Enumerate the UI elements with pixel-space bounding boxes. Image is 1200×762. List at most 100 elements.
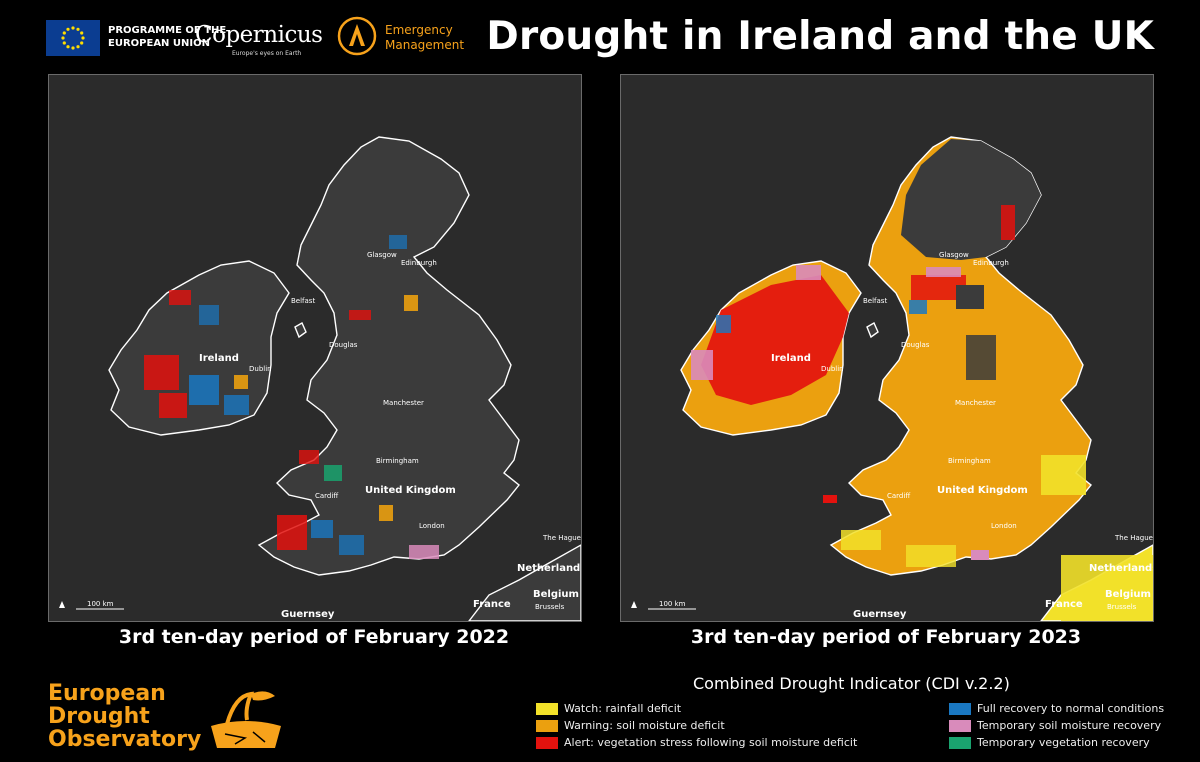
patch-watch — [906, 545, 956, 567]
label-douglas: Douglas — [901, 341, 930, 349]
label-brussels: Brussels — [535, 603, 565, 611]
label-london: London — [991, 522, 1017, 530]
legend-swatch-temporary-vegetation — [949, 737, 971, 749]
patch-alert — [299, 450, 319, 464]
label-belgium: Belgium — [533, 589, 579, 600]
label-ireland: Ireland — [771, 353, 811, 364]
isle-of-man — [866, 322, 879, 339]
patch-alert — [1001, 205, 1015, 240]
scale-bar-label: 100 km — [87, 600, 114, 608]
patch-temporary-soil — [926, 267, 961, 277]
label-dublin: Dublin — [249, 365, 272, 373]
page-title: Drought in Ireland and the UK — [486, 14, 1154, 59]
label-glasgow: Glasgow — [367, 251, 397, 259]
label-glasgow: Glasgow — [939, 251, 969, 259]
patch-alert — [349, 310, 371, 320]
patch-full-recovery — [339, 535, 364, 555]
label-guernsey: Guernsey — [281, 609, 335, 620]
north-arrow-icon — [631, 601, 637, 608]
label-edinburgh: Edinburgh — [401, 259, 437, 267]
patch-temporary-soil — [971, 550, 989, 560]
label-belfast: Belfast — [863, 297, 887, 305]
label-guernsey: Guernsey — [853, 609, 907, 620]
patch-alert — [144, 355, 179, 390]
patch-temporary-soil — [796, 265, 821, 280]
scale-bar-label: 100 km — [659, 600, 686, 608]
legend-swatch-watch — [536, 703, 558, 715]
drought-patches — [691, 139, 1153, 621]
label-the-hague: The Hague — [1114, 534, 1153, 542]
patch-alert — [823, 495, 837, 503]
ems-text: Emergency Management — [385, 23, 465, 52]
drought-patches — [144, 235, 439, 559]
legend-swatch-temporary-soil — [949, 720, 971, 732]
patch-temporary-soil — [409, 545, 439, 559]
label-belfast: Belfast — [291, 297, 315, 305]
patch-warning — [379, 505, 393, 521]
map-2023-caption: 3rd ten-day period of February 2023 — [690, 626, 1082, 648]
patch-alert — [277, 515, 307, 550]
patch-temporary-soil — [691, 350, 713, 380]
label-ireland: Ireland — [199, 353, 239, 364]
copernicus-tagline: Europe's eyes on Earth — [232, 50, 302, 57]
patch-alert — [169, 290, 191, 305]
patch-full-recovery — [199, 305, 219, 325]
patch-alert — [701, 275, 849, 405]
label-the-hague: The Hague — [542, 534, 581, 542]
patch-watch — [841, 530, 881, 550]
edo-logo-icon — [205, 686, 287, 752]
patch-no-data — [966, 335, 996, 380]
patch-full-recovery — [189, 375, 219, 405]
header: PROGRAMME OF THE EUROPEAN UNION Copernic… — [0, 0, 1200, 75]
patch-full-recovery — [311, 520, 333, 538]
legend-swatch-alert — [536, 737, 558, 749]
map-2023: Glasgow Edinburgh Belfast Douglas Manche… — [620, 74, 1154, 622]
patch-full-recovery — [909, 300, 927, 314]
label-douglas: Douglas — [329, 341, 358, 349]
legend-swatch-warning — [536, 720, 558, 732]
scale-bar: 100 km — [631, 600, 696, 610]
eu-flag-icon — [46, 20, 100, 56]
patch-no-data — [956, 285, 984, 309]
patch-alert — [159, 393, 187, 418]
label-netherlands: Netherlands — [1089, 563, 1153, 574]
label-france: France — [473, 599, 511, 610]
label-cardiff: Cardiff — [887, 492, 910, 500]
ireland-landmass — [108, 260, 290, 436]
label-birmingham: Birmingham — [948, 457, 991, 465]
patch-full-recovery — [716, 315, 731, 333]
label-dublin: Dublin — [821, 365, 844, 373]
label-belgium: Belgium — [1105, 589, 1151, 600]
label-brussels: Brussels — [1107, 603, 1137, 611]
isle-of-man — [294, 322, 307, 339]
label-london: London — [419, 522, 445, 530]
label-manchester: Manchester — [955, 399, 996, 407]
emergency-management-icon — [337, 16, 377, 56]
label-birmingham: Birmingham — [376, 457, 419, 465]
eu-programme-text: PROGRAMME OF THE EUROPEAN UNION — [108, 25, 227, 49]
label-manchester: Manchester — [383, 399, 424, 407]
label-netherlands: Netherlands — [517, 563, 581, 574]
patch-watch — [1061, 555, 1153, 621]
scale-bar: 100 km — [59, 600, 124, 610]
label-united-kingdom: United Kingdom — [365, 485, 456, 496]
patch-warning — [234, 375, 248, 389]
label-edinburgh: Edinburgh — [973, 259, 1009, 267]
legend-swatch-full-recovery — [949, 703, 971, 715]
legend-title: Combined Drought Indicator (CDI v.2.2) — [693, 674, 1010, 693]
france-landmass — [468, 544, 581, 621]
scotland-highlands-no-drought — [901, 139, 1041, 260]
copernicus-logo: Copernicus — [195, 22, 323, 48]
map-2022: Glasgow Edinburgh Belfast Douglas Manche… — [48, 74, 582, 622]
patch-warning — [404, 295, 418, 311]
patch-temporary-vegetation — [324, 465, 342, 481]
label-france: France — [1045, 599, 1083, 610]
label-united-kingdom: United Kingdom — [937, 485, 1028, 496]
patch-full-recovery — [389, 235, 407, 249]
patch-watch — [1041, 455, 1086, 495]
label-cardiff: Cardiff — [315, 492, 338, 500]
great-britain-landmass — [829, 136, 1092, 576]
patch-full-recovery — [224, 395, 249, 415]
edo-name: European Drought Observatory — [48, 681, 202, 752]
north-arrow-icon — [59, 601, 65, 608]
